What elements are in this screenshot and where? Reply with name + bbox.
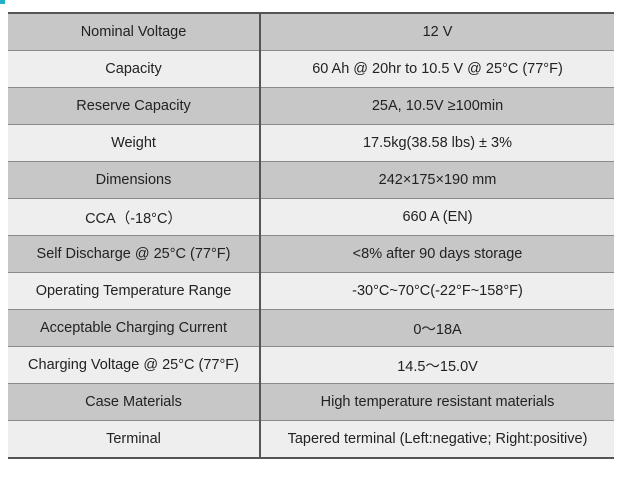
spec-label: Weight [8, 124, 261, 162]
spec-value: 660 A (EN) [260, 198, 614, 236]
spec-label: CCA（-18°C） [8, 198, 261, 236]
spec-row-terminal: Terminal Tapered terminal (Left:negative… [8, 420, 614, 458]
spec-label: Acceptable Charging Current [8, 309, 261, 347]
spec-value: 60 Ah @ 20hr to 10.5 V @ 25°C (77°F) [260, 50, 614, 88]
spec-row-weight: Weight 17.5kg(38.58 lbs) ± 3% [8, 124, 614, 162]
spec-value: 25A, 10.5V ≥100min [260, 87, 614, 125]
spec-value: 12 V [260, 13, 614, 51]
spec-value: 0～18A [260, 309, 614, 347]
spec-value: Tapered terminal (Left:negative; Right:p… [260, 420, 614, 458]
spec-row-charging-current: Acceptable Charging Current 0～18A [8, 309, 614, 347]
spec-row-charging-voltage: Charging Voltage @ 25°C (77°F) 14.5～15.0… [8, 346, 614, 384]
spec-label: Charging Voltage @ 25°C (77°F) [8, 346, 261, 384]
spec-label: Operating Temperature Range [8, 272, 261, 310]
spec-value: 14.5～15.0V [260, 346, 614, 384]
spec-value: 242×175×190 mm [260, 161, 614, 199]
corner-accent-mark [0, 0, 5, 4]
spec-label: Nominal Voltage [8, 13, 261, 51]
spec-value: <8% after 90 days storage [260, 235, 614, 273]
spec-label: Reserve Capacity [8, 87, 261, 125]
spec-row-self-discharge: Self Discharge @ 25°C (77°F) <8% after 9… [8, 235, 614, 273]
spec-row-cca: CCA（-18°C） 660 A (EN) [8, 198, 614, 236]
spec-row-capacity: Capacity 60 Ah @ 20hr to 10.5 V @ 25°C (… [8, 50, 614, 88]
spec-label: Capacity [8, 50, 261, 88]
spec-label: Self Discharge @ 25°C (77°F) [8, 235, 261, 273]
spec-row-dimensions: Dimensions 242×175×190 mm [8, 161, 614, 199]
spec-label: Case Materials [8, 383, 261, 421]
spec-row-reserve-capacity: Reserve Capacity 25A, 10.5V ≥100min [8, 87, 614, 125]
spec-label: Terminal [8, 420, 261, 458]
battery-spec-table: Nominal Voltage 12 V Capacity 60 Ah @ 20… [8, 12, 614, 459]
spec-label: Dimensions [8, 161, 261, 199]
spec-row-operating-temperature: Operating Temperature Range -30°C~70°C(-… [8, 272, 614, 310]
spec-row-case-materials: Case Materials High temperature resistan… [8, 383, 614, 421]
spec-value: High temperature resistant materials [260, 383, 614, 421]
spec-row-nominal-voltage: Nominal Voltage 12 V [8, 13, 614, 51]
spec-value: -30°C~70°C(-22°F~158°F) [260, 272, 614, 310]
spec-value: 17.5kg(38.58 lbs) ± 3% [260, 124, 614, 162]
